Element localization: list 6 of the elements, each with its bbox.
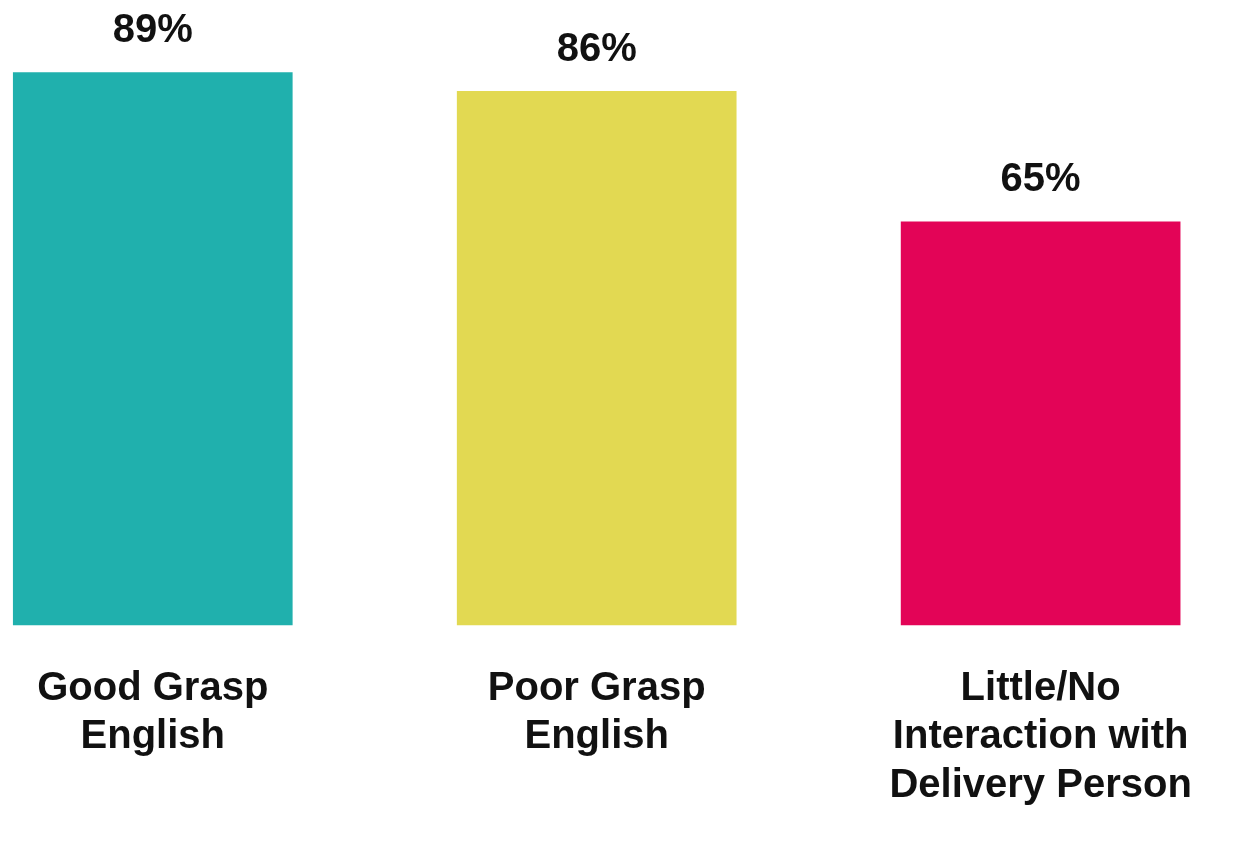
data-label: 65% [1000,155,1081,200]
data-label: 89% [112,6,193,51]
x-tick-label: Poor Grasp English [487,663,706,757]
x-tick-label: Good Grasp English [37,663,269,757]
data-label: 86% [556,24,637,69]
x-tick-label: Little/No Interaction with Delivery Person [889,663,1192,805]
